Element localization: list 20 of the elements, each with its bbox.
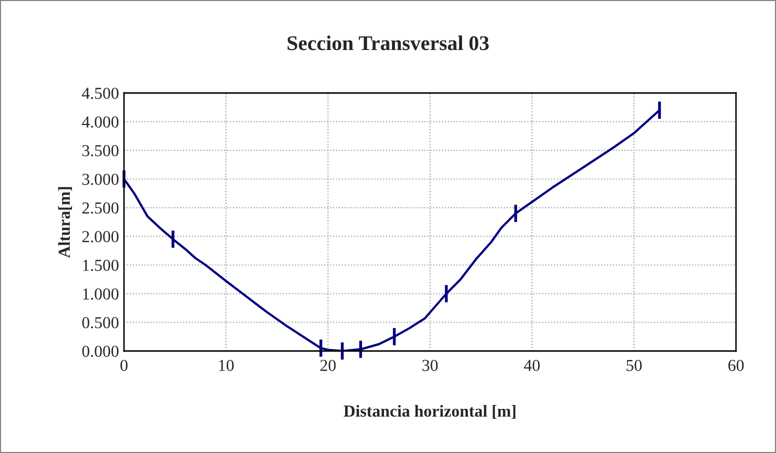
x-tick-label: 0 (120, 360, 128, 372)
x-tick-label: 50 (626, 360, 642, 372)
x-tick-label: 10 (219, 360, 234, 372)
y-tick-label: 1.500 (83, 260, 119, 272)
x-tick-label: 40 (524, 360, 540, 372)
y-tick-label: 0.500 (82, 317, 119, 328)
y-tick-label: 3.000 (82, 174, 119, 186)
y-tick-label: 3.500 (82, 145, 119, 156)
y-axis-title: Altura[m] (58, 187, 72, 258)
y-tick-label: 2.500 (82, 202, 119, 214)
x-axis-title: Distancia horizontal [m] (344, 405, 516, 419)
y-tick-label: 1.000 (83, 288, 119, 300)
y-tick-label: 4.000 (82, 116, 119, 128)
chart-title: Seccion Transversal 03 (288, 36, 489, 50)
y-tick-label: 2.000 (82, 231, 119, 242)
x-tick-label: 30 (422, 360, 438, 372)
y-tick-label: 4.500 (82, 88, 119, 100)
y-tick-label: 0.000 (82, 346, 119, 358)
x-tick-label: 20 (320, 360, 336, 372)
x-tick-label: 60 (728, 360, 744, 372)
